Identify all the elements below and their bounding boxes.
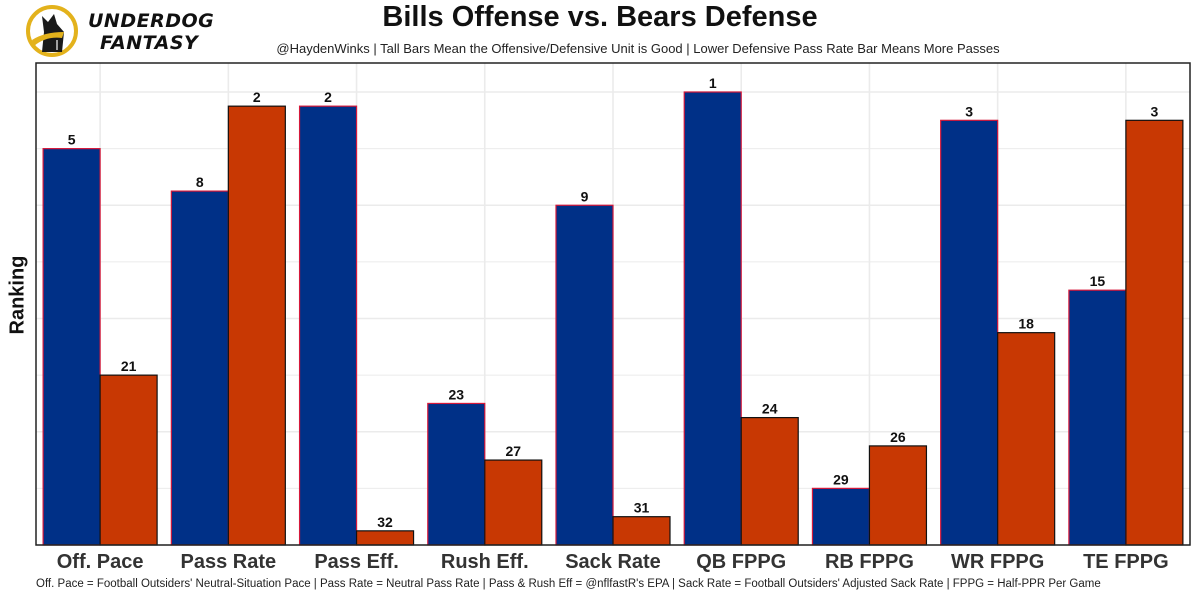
data-label: 2: [324, 89, 332, 105]
x-tick-label: RB FPPG: [825, 551, 914, 573]
underdog-fantasy-logo: UNDERDOG FANTASY: [24, 2, 224, 58]
data-label: 21: [121, 358, 137, 374]
bar-offense: [811, 487, 871, 546]
data-label: 29: [833, 471, 849, 487]
bar-defense: [868, 445, 928, 546]
data-label: 23: [448, 386, 464, 402]
x-tick-label: Pass Eff.: [314, 551, 398, 573]
data-label: 31: [634, 500, 650, 516]
dog-logo-icon: [26, 5, 78, 57]
bar-defense: [997, 332, 1056, 546]
bar-defense: [227, 105, 286, 546]
x-tick-label: WR FPPG: [951, 551, 1044, 573]
bar-defense: [740, 416, 799, 546]
chart-caption: Off. Pace = Football Outsiders' Neutral-…: [36, 578, 1101, 590]
bar-offense: [42, 148, 101, 546]
x-tick-label: Pass Rate: [181, 551, 277, 573]
bar-defense: [99, 374, 158, 546]
logo-text-line2: FANTASY: [100, 32, 199, 54]
data-label: 3: [965, 103, 973, 119]
data-label: 24: [762, 401, 778, 417]
bar-defense: [484, 459, 543, 546]
bar-offense: [427, 402, 486, 546]
data-labels: 5 21 8 2 2 32 23 27 9 31 1 24 29 26 3 18 15 3: [68, 75, 1159, 530]
bar-offense: [683, 91, 742, 546]
logo-text-line1: UNDERDOG: [88, 10, 215, 32]
data-label: 5: [68, 132, 76, 148]
x-tick-labels: Off. Pace Pass Rate Pass Eff. Rush Eff. Sack…: [57, 551, 1169, 573]
bars: [42, 91, 1184, 546]
x-tick-label: TE FPPG: [1083, 551, 1169, 573]
data-label: 3: [1150, 103, 1158, 119]
data-label: 18: [1018, 316, 1034, 332]
data-label: 27: [505, 443, 521, 459]
bar-offense: [555, 204, 614, 546]
plot-frame: [35, 62, 1191, 546]
bar-defense: [355, 530, 415, 546]
bar-offense: [298, 105, 358, 546]
bar-defense: [1125, 119, 1184, 546]
x-tick-label: Off. Pace: [57, 551, 144, 573]
x-tick-label: QB FPPG: [696, 551, 786, 573]
x-tick-label: Sack Rate: [565, 551, 661, 573]
data-label: 8: [196, 174, 204, 190]
x-tick-label: Rush Eff.: [441, 551, 529, 573]
bar-offense: [170, 190, 229, 546]
data-label: 2: [253, 89, 261, 105]
bar-offense: [1068, 289, 1127, 546]
chart-title: Bills Offense vs. Bears Defense: [382, 1, 818, 33]
data-label: 26: [890, 429, 906, 445]
data-label: 15: [1090, 273, 1106, 289]
chart-subtitle: @HaydenWinks | Tall Bars Mean the Offens…: [276, 41, 1000, 56]
data-label: 32: [377, 514, 393, 530]
bar-defense: [612, 516, 671, 546]
bar-offense: [940, 119, 999, 546]
data-label: 1: [709, 75, 717, 91]
data-label: 9: [581, 188, 589, 204]
